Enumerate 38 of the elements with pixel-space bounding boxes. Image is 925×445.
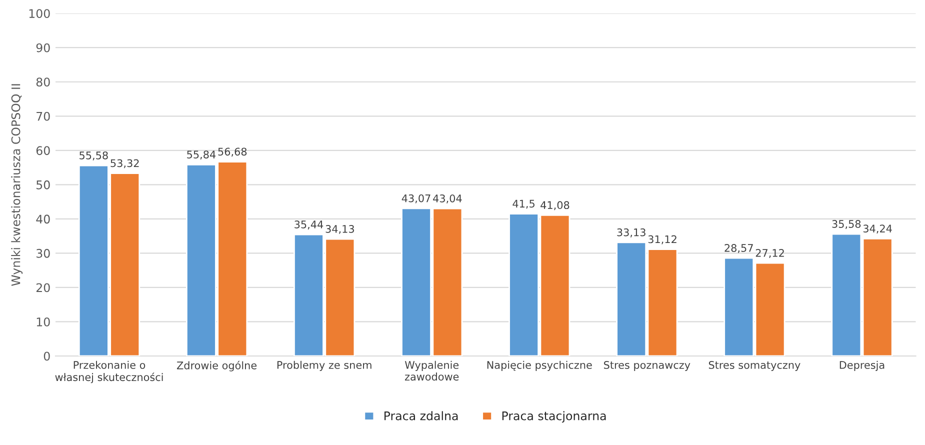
y-tick-label: 90 <box>36 43 50 52</box>
data-label: 53,32 <box>110 159 139 168</box>
y-tick-label: 60 <box>36 146 50 156</box>
data-label: 35,44 <box>294 220 324 230</box>
y-tick-label: 50 <box>36 180 50 190</box>
data-label: 35,58 <box>832 220 861 229</box>
data-label: 41,5 <box>512 200 534 209</box>
x-tick-label: Problemy ze snem <box>277 360 372 371</box>
data-label: 34,13 <box>326 224 354 234</box>
data-label: 55,84 <box>187 150 216 160</box>
data-label: 43,07 <box>402 194 430 204</box>
y-tick-label: 70 <box>36 112 50 121</box>
legend-label: Praca stacjonarna <box>502 411 606 423</box>
data-label: 33,13 <box>617 228 646 238</box>
x-tick-label: Przekonanie o własnej skuteczności <box>55 360 163 384</box>
x-tick-label: Stres poznawczy <box>604 361 690 371</box>
data-label: 31,12 <box>648 235 676 244</box>
data-label: 56,68 <box>218 148 247 157</box>
data-label: 27,12 <box>756 249 784 258</box>
x-tick-label: Wypalenie zawodowe <box>404 360 459 381</box>
y-tick-label: 80 <box>36 78 50 87</box>
data-label: 41,08 <box>540 201 570 210</box>
x-tick-label: Zdrowie ogólne <box>176 360 257 372</box>
y-tick-label: 0 <box>44 352 50 361</box>
y-tick-label: 30 <box>36 248 50 258</box>
data-label: 43,04 <box>433 194 462 204</box>
y-tick-label: 20 <box>36 283 50 292</box>
y-tick-label: 40 <box>36 214 50 224</box>
x-tick-label: Stres somatyczny <box>708 361 800 371</box>
data-label: 55,58 <box>80 151 108 160</box>
data-label: 28,57 <box>724 244 753 253</box>
x-tick-label: Depresja <box>840 360 884 371</box>
data-label: 34,24 <box>863 224 892 234</box>
y-axis-title: Wyniki kwestionariusza COPSOQ II <box>11 84 23 286</box>
y-tick-label: 100 <box>29 9 50 18</box>
x-tick-label: Napięcie psychiczne <box>487 360 592 371</box>
y-tick-label: 10 <box>36 317 50 326</box>
legend-label: Praca zdalna <box>384 411 458 420</box>
